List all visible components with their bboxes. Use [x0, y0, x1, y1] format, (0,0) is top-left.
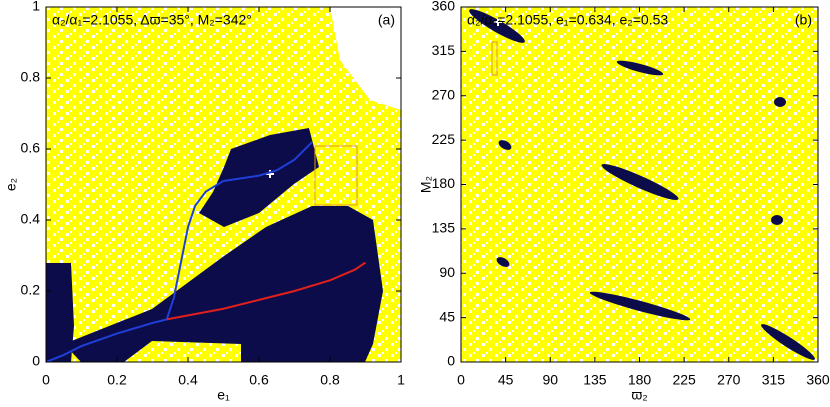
y-tick-label: 315 — [432, 42, 456, 58]
y-tick-label: 0.8 — [21, 69, 41, 85]
x-tick-label: 45 — [498, 372, 514, 388]
x-tick-label: 180 — [628, 372, 652, 388]
y-tick-label: 0.2 — [21, 282, 41, 298]
x-tick-label: 0.2 — [107, 372, 127, 388]
y-tick-label: 360 — [432, 0, 456, 14]
x-axis-label: e₁ — [217, 387, 230, 403]
y-tick-label: 0.4 — [21, 211, 41, 227]
x-tick-label: 0 — [42, 372, 50, 388]
x-tick-label: 0.6 — [249, 372, 269, 388]
y-axis-label: M₂ — [418, 176, 434, 193]
y-tick-label: 180 — [432, 175, 456, 191]
panel-label: (a) — [378, 12, 395, 28]
y-tick-label: 0 — [32, 353, 40, 369]
curve — [45, 141, 313, 363]
panel-label: (b) — [795, 12, 812, 28]
x-tick-label: 0 — [457, 372, 465, 388]
y-axis-label: e₂ — [3, 178, 19, 191]
map-b — [461, 7, 818, 362]
y-tick-label: 0 — [447, 353, 455, 369]
y-tick-label: 135 — [432, 220, 456, 236]
x-tick-label: 1 — [397, 372, 405, 388]
x-tick-label: 360 — [806, 372, 830, 388]
y-tick-label: 45 — [439, 308, 455, 324]
curve — [166, 261, 367, 321]
x-axis-label: ϖ₂ — [631, 387, 647, 403]
x-tick-label: 0.4 — [178, 372, 198, 388]
map-a — [46, 7, 401, 362]
plot-frame — [45, 6, 402, 363]
x-tick-label: 0.8 — [320, 372, 340, 388]
y-tick-label: 225 — [432, 131, 456, 147]
x-tick-label: 270 — [717, 372, 741, 388]
panel — [45, 141, 367, 363]
y-tick-label: 90 — [439, 264, 455, 280]
x-tick-label: 225 — [672, 372, 696, 388]
x-tick-label: 315 — [762, 372, 786, 388]
annotation: α₂/α₁=2.1055, Δϖ=35°, M₂=342° — [52, 12, 252, 28]
y-tick-label: 1 — [32, 0, 40, 14]
y-tick-label: 0.6 — [21, 140, 41, 156]
y-tick-label: 270 — [432, 86, 456, 102]
annotation: α₂/α₁=2.1055, e₁=0.634, e₂=0.53 — [467, 12, 668, 28]
x-tick-label: 135 — [583, 372, 607, 388]
x-tick-label: 90 — [542, 372, 558, 388]
